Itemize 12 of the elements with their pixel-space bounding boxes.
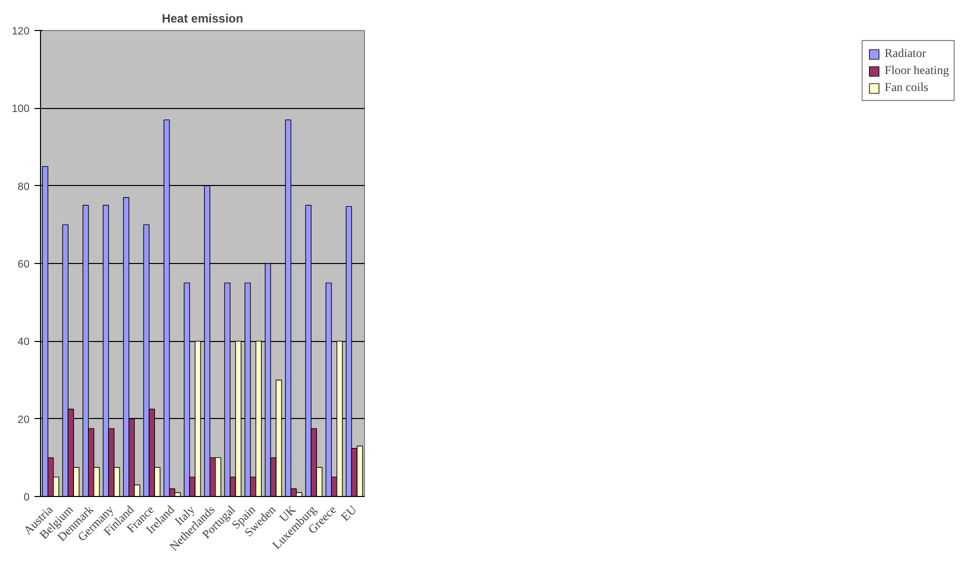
y-tick-label: 20 bbox=[18, 414, 30, 426]
chart-title: Heat emission bbox=[162, 12, 244, 26]
legend-label: Radiator bbox=[884, 46, 926, 61]
y-tick-label: 0 bbox=[24, 492, 30, 504]
y-tick-label: 40 bbox=[18, 336, 30, 348]
y-tick-label: 80 bbox=[18, 180, 30, 193]
legend-label: Floor heating bbox=[884, 63, 949, 78]
x-tick-label: EU bbox=[338, 502, 360, 524]
y-tick-label: 60 bbox=[18, 258, 30, 270]
y-tick-label: 100 bbox=[12, 103, 30, 116]
legend-label: Fan coils bbox=[884, 80, 928, 95]
y-tick-label: 120 bbox=[12, 26, 30, 38]
